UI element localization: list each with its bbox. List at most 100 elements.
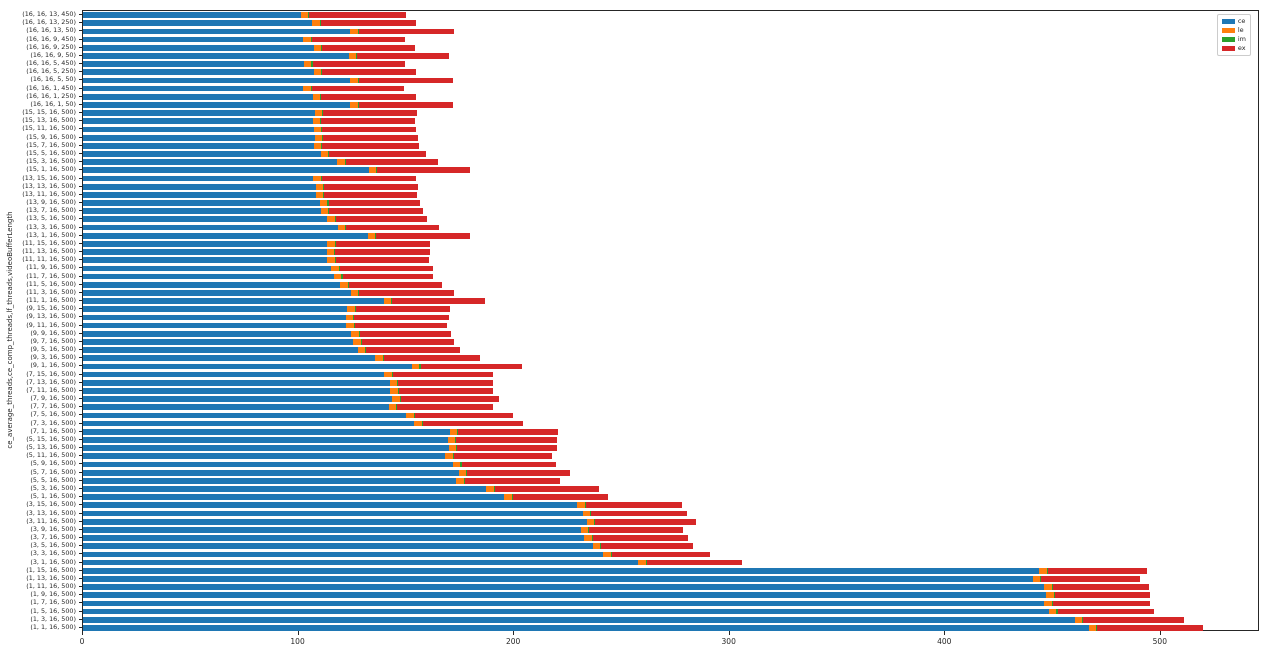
bar-segment-ex	[589, 526, 684, 533]
bar-segment-ce	[83, 93, 313, 100]
stacked-bar	[83, 175, 417, 182]
bar-segment-ex	[355, 306, 451, 313]
bar-segment-ex	[591, 510, 687, 517]
bar-segment-ex	[358, 28, 454, 35]
bar-segment-im	[345, 224, 347, 231]
bar-segment-im	[334, 249, 336, 255]
stacked-bar	[83, 36, 406, 43]
bar-segment-ex	[420, 363, 522, 370]
y-tick-mark	[79, 169, 82, 171]
y-tick-mark	[79, 520, 82, 522]
stacked-bar	[83, 281, 442, 288]
stacked-bar	[83, 379, 494, 386]
stacked-bar	[83, 469, 570, 476]
bar-segment-ex	[339, 265, 434, 272]
bar-segment-im	[308, 12, 310, 18]
bar-segment-im	[328, 208, 330, 215]
bar-segment-ce	[83, 486, 487, 492]
bar-segment-ex	[321, 93, 416, 100]
bar-segment-ce	[83, 183, 316, 190]
y-tick-label: (13, 7, 16, 500)	[26, 206, 76, 215]
y-tick-label: (7, 1, 16, 500)	[30, 426, 76, 435]
y-tick-label: (13, 1, 16, 500)	[26, 230, 76, 239]
y-tick-label: (13, 5, 16, 500)	[26, 214, 76, 223]
bar-row	[83, 558, 1258, 566]
y-tick-mark	[79, 577, 82, 579]
y-tick-mark	[79, 389, 82, 391]
bar-segment-ex	[595, 518, 697, 525]
bar-segment-im	[645, 559, 647, 566]
bar-row	[83, 330, 1258, 338]
bar-segment-ex	[398, 388, 494, 394]
bar-segment-ex	[366, 347, 461, 353]
bar-row	[83, 109, 1258, 117]
bar-segment-ce	[83, 420, 415, 427]
bar-segment-ce	[83, 290, 351, 296]
y-tick-mark	[79, 512, 82, 514]
y-tick-mark	[79, 553, 82, 555]
bar-segment-ex	[1083, 616, 1185, 623]
bar-segment-ce	[83, 224, 338, 231]
bar-row	[83, 232, 1258, 240]
y-tick-mark	[79, 234, 82, 236]
y-tick-mark	[79, 87, 82, 89]
bar-segment-im	[463, 477, 465, 484]
y-tick-mark	[79, 103, 82, 105]
bar-segment-ex	[464, 477, 560, 484]
bar-row	[83, 346, 1258, 354]
y-tick-mark	[79, 455, 82, 457]
bar-segment-ex	[322, 126, 417, 133]
stacked-bar	[83, 339, 455, 345]
x-tick-mark	[944, 631, 946, 635]
bar-row	[83, 567, 1258, 575]
bar-segment-ce	[83, 608, 1049, 615]
stacked-bar	[83, 298, 486, 304]
y-tick-label: (7, 15, 16, 500)	[26, 369, 76, 378]
y-tick-label: (5, 3, 16, 500)	[30, 484, 76, 492]
bar-segment-ex	[377, 167, 470, 174]
bar-segment-ce	[83, 167, 369, 174]
bar-segment-ce	[83, 249, 327, 255]
bar-segment-ex	[1048, 567, 1148, 574]
bar-segment-im	[344, 159, 346, 166]
bar-row	[83, 501, 1258, 509]
bar-segment-ce	[83, 625, 1089, 631]
bar-segment-im	[382, 355, 384, 362]
bar-segment-im	[452, 453, 454, 460]
x-tick-label: 200	[505, 637, 521, 646]
bar-segment-ex	[458, 428, 559, 435]
bar-segment-ce	[83, 159, 338, 166]
y-tick-label: (16, 16, 1, 50)	[30, 99, 76, 108]
bar-segment-im	[375, 232, 377, 239]
bar-segment-ex	[354, 314, 449, 321]
bar-row	[83, 599, 1258, 607]
y-tick-label: (3, 11, 16, 500)	[26, 516, 76, 525]
y-tick-label: (16, 16, 13, 50)	[26, 26, 76, 35]
bar-segment-im	[328, 151, 330, 157]
stacked-bar	[83, 224, 439, 231]
stacked-bar	[83, 208, 423, 215]
stacked-bar	[83, 584, 1149, 590]
bar-segment-ex	[592, 535, 689, 541]
bar-segment-ex	[359, 330, 451, 337]
bar-segment-ce	[83, 12, 301, 18]
bar-segment-ex	[646, 559, 743, 566]
y-tick-mark	[79, 561, 82, 563]
bar-segment-le	[368, 167, 377, 174]
y-tick-label: (9, 5, 16, 500)	[30, 345, 76, 354]
bar-segment-le	[315, 191, 324, 198]
bar-segment-ex	[1054, 592, 1151, 599]
bar-segment-ex	[312, 61, 406, 67]
bar-segment-le	[1088, 625, 1097, 631]
bar-row	[83, 93, 1258, 101]
y-tick-mark	[79, 569, 82, 571]
bar-segment-im	[357, 77, 359, 84]
y-tick-mark	[79, 586, 82, 588]
bar-segment-im	[391, 371, 393, 378]
stacked-bar	[83, 347, 461, 353]
y-tick-label: (16, 16, 9, 250)	[26, 42, 76, 51]
y-tick-label: (7, 7, 16, 500)	[30, 402, 76, 411]
bar-segment-ex	[601, 543, 694, 550]
bar-segment-le	[327, 216, 335, 223]
y-tick-label: (3, 7, 16, 500)	[30, 533, 76, 542]
